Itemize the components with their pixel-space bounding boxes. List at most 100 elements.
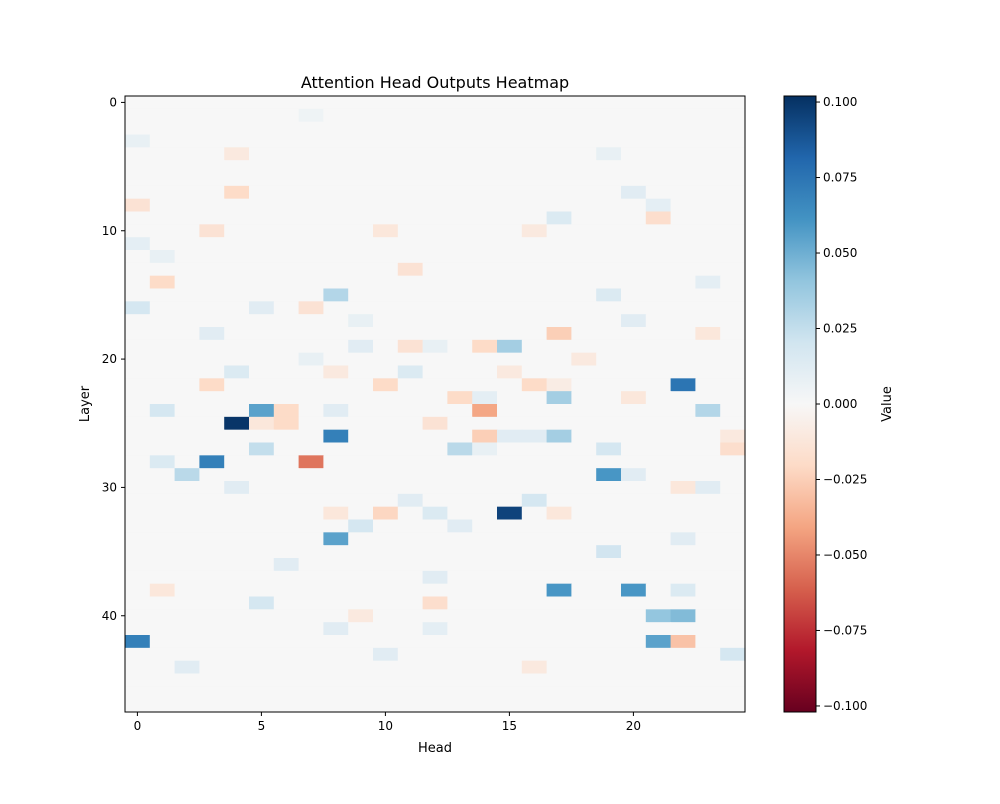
heatmap-cell xyxy=(422,429,448,444)
heatmap-cell xyxy=(472,327,498,341)
heatmap-cell xyxy=(397,532,424,546)
heatmap-cell xyxy=(447,455,473,469)
heatmap-cell xyxy=(125,314,151,328)
heatmap-cell xyxy=(447,699,473,713)
heatmap-cell xyxy=(621,442,647,456)
heatmap-cell xyxy=(125,583,151,598)
heatmap-cell xyxy=(249,493,275,508)
heatmap-cell xyxy=(521,429,548,444)
heatmap-cell xyxy=(348,699,374,713)
heatmap-cell xyxy=(645,506,672,521)
heatmap-cell xyxy=(373,635,399,649)
heatmap-cell xyxy=(298,673,324,687)
heatmap-cell xyxy=(249,673,275,687)
heatmap-cell xyxy=(199,237,225,251)
heatmap-cell xyxy=(125,686,151,700)
heatmap-cell xyxy=(249,339,275,354)
heatmap-cell xyxy=(546,352,572,367)
heatmap-cell xyxy=(422,468,448,482)
heatmap-cell xyxy=(224,327,250,341)
heatmap-cell xyxy=(720,442,746,456)
heatmap-cell xyxy=(571,108,597,123)
heatmap-cell xyxy=(571,647,597,662)
heatmap-cell xyxy=(720,275,746,290)
heatmap-cell xyxy=(273,506,300,521)
heatmap-cell xyxy=(273,250,300,264)
heatmap-cell xyxy=(670,108,696,123)
heatmap-cell xyxy=(447,673,473,687)
heatmap-cell xyxy=(224,352,250,367)
heatmap-cell xyxy=(447,635,473,649)
heatmap-cell xyxy=(224,596,250,610)
heatmap-cell xyxy=(521,327,548,341)
colorbar-tick-label: −0.100 xyxy=(823,699,867,713)
heatmap-cell xyxy=(720,635,746,649)
heatmap-cell xyxy=(472,275,498,290)
heatmap-cell xyxy=(397,365,424,379)
heatmap-cell xyxy=(149,506,176,521)
heatmap-cell xyxy=(199,314,225,328)
heatmap-cell xyxy=(670,429,696,444)
heatmap-cell xyxy=(174,609,200,623)
heatmap-cell xyxy=(323,404,349,418)
heatmap-cell xyxy=(249,481,275,495)
heatmap-cell xyxy=(596,647,622,662)
heatmap-cell xyxy=(174,365,200,379)
heatmap-cell xyxy=(224,365,250,379)
heatmap-cell xyxy=(695,339,721,354)
heatmap-cell xyxy=(645,224,672,238)
heatmap-cell xyxy=(224,391,250,405)
heatmap-cell xyxy=(521,532,548,546)
heatmap-cell xyxy=(298,378,324,392)
heatmap-cell xyxy=(323,429,349,444)
heatmap-cell xyxy=(373,160,399,174)
heatmap-cell xyxy=(273,96,300,110)
heatmap-cell xyxy=(472,481,498,495)
heatmap-cell xyxy=(472,224,498,238)
heatmap-cell xyxy=(645,583,672,598)
heatmap-cell xyxy=(373,699,399,713)
heatmap-cell xyxy=(273,493,300,508)
heatmap-cell xyxy=(273,314,300,328)
heatmap-cell xyxy=(645,481,672,495)
heatmap-cell xyxy=(397,442,424,456)
heatmap-cell xyxy=(546,416,572,431)
heatmap-cell xyxy=(273,198,300,213)
heatmap-cell xyxy=(348,250,374,264)
heatmap-cell xyxy=(348,570,374,585)
heatmap-cell xyxy=(199,442,225,456)
heatmap-cell xyxy=(596,275,622,290)
heatmap-cell xyxy=(472,609,498,623)
heatmap-cell xyxy=(571,686,597,700)
heatmap-cell xyxy=(397,327,424,341)
heatmap-cell xyxy=(497,468,523,482)
heatmap-cell xyxy=(571,121,597,136)
heatmap-cell xyxy=(373,198,399,213)
heatmap-cell xyxy=(298,121,324,136)
heatmap-cell xyxy=(323,545,349,559)
heatmap-cell xyxy=(497,596,523,610)
heatmap-cell xyxy=(447,519,473,533)
heatmap-cell xyxy=(273,686,300,700)
heatmap-cell xyxy=(546,275,572,290)
heatmap-cell xyxy=(497,147,523,161)
heatmap-cell xyxy=(472,250,498,264)
heatmap-cell xyxy=(695,493,721,508)
heatmap-cell xyxy=(645,160,672,174)
heatmap-cell xyxy=(447,327,473,341)
colorbar-tick-label: −0.050 xyxy=(823,548,867,562)
heatmap-cell xyxy=(298,558,324,572)
heatmap-cell xyxy=(174,314,200,328)
heatmap-cell xyxy=(397,609,424,623)
heatmap-cell xyxy=(125,596,151,610)
heatmap-cell xyxy=(472,262,498,277)
heatmap-cell xyxy=(273,429,300,444)
heatmap-cell xyxy=(348,673,374,687)
heatmap-cell xyxy=(298,134,324,148)
heatmap-cell xyxy=(447,391,473,405)
heatmap-cell xyxy=(373,506,399,521)
heatmap-cell xyxy=(199,699,225,713)
heatmap-cell xyxy=(695,519,721,533)
heatmap-cell xyxy=(174,250,200,264)
heatmap-cell xyxy=(695,211,721,225)
